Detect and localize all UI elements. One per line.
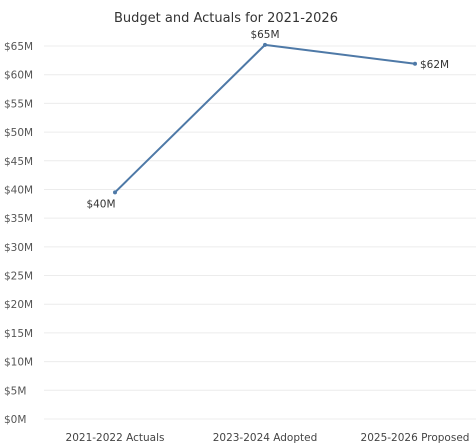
y-tick-label: $35M: [4, 213, 33, 225]
y-tick-label: $30M: [4, 242, 33, 254]
chart-title: Budget and Actuals for 2021-2026: [114, 11, 338, 26]
data-label: $65M: [250, 29, 279, 41]
y-tick-label: $20M: [4, 299, 33, 311]
data-labels: $40M $65M $62M: [86, 29, 449, 210]
y-tick-label: $40M: [4, 184, 33, 196]
x-axis-ticks: 2021-2022 Actuals 2023-2024 Adopted 2025-2…: [66, 432, 470, 444]
data-label: $62M: [420, 59, 449, 71]
x-tick-label: 2025-2026 Proposed: [361, 432, 470, 444]
data-point[interactable]: [263, 42, 267, 47]
series-line: [114, 43, 416, 194]
series-group: [113, 42, 417, 195]
y-axis-ticks: $0M $5M $10M $15M $20M $25M $30M $35M $40M $45M $5…: [4, 41, 33, 426]
y-tick-label: $5M: [4, 385, 26, 397]
x-tick-label: 2023-2024 Adopted: [213, 432, 318, 444]
y-tick-label: $50M: [4, 127, 33, 139]
y-tick-label: $55M: [4, 98, 33, 110]
y-tick-label: $45M: [4, 156, 33, 168]
y-tick-label: $15M: [4, 328, 33, 340]
x-tick-label: 2021-2022 Actuals: [66, 432, 165, 444]
data-point[interactable]: [113, 190, 117, 195]
y-tick-label: $10M: [4, 357, 33, 369]
y-tick-label: $0M: [4, 414, 26, 426]
y-tick-label: $60M: [4, 70, 33, 82]
gridlines: [44, 45, 476, 420]
y-tick-label: $65M: [4, 41, 33, 53]
data-point[interactable]: [413, 61, 417, 66]
data-label: $40M: [86, 198, 115, 210]
y-tick-label: $25M: [4, 271, 33, 283]
